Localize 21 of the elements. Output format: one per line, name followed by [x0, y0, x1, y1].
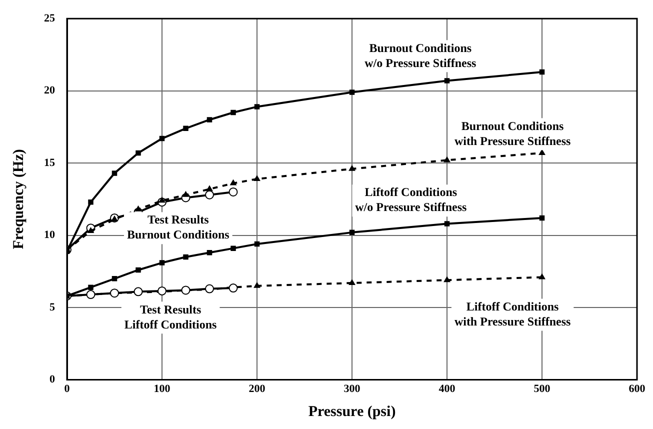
x-tick-label: 100: [154, 383, 171, 396]
x-tick-label: 600: [628, 383, 646, 396]
y-tick-label: 20: [44, 84, 56, 97]
series-label: Burnout Conditions with Pressure Stiffness: [454, 118, 571, 148]
series-label: Burnout Conditions w/o Pressure Stiffness: [364, 40, 476, 70]
series-label: Liftoff Conditions with Pressure Stiffness: [454, 299, 571, 328]
x-tick-label: 0: [64, 383, 70, 396]
x-axis-title: Pressure (psi): [308, 404, 396, 420]
y-tick-label: 5: [50, 301, 56, 314]
x-tick-label: 200: [248, 383, 266, 396]
x-tick-label: 500: [534, 383, 551, 396]
x-tick-label: 400: [438, 383, 456, 396]
y-tick-label: 15: [44, 156, 56, 169]
series-label: Test Results Liftoff Conditions: [124, 302, 218, 332]
y-axis-title: Frequency (Hz): [10, 149, 27, 250]
series-label: Test Results Burnout Conditions: [126, 212, 230, 242]
y-tick-label: 25: [44, 12, 56, 24]
x-tick-label: 300: [344, 383, 361, 396]
series-label: Liftoff Conditions w/o Pressure Stiffness: [355, 185, 467, 214]
y-tick-label: 0: [50, 374, 56, 386]
y-tick-label: 10: [44, 229, 56, 242]
